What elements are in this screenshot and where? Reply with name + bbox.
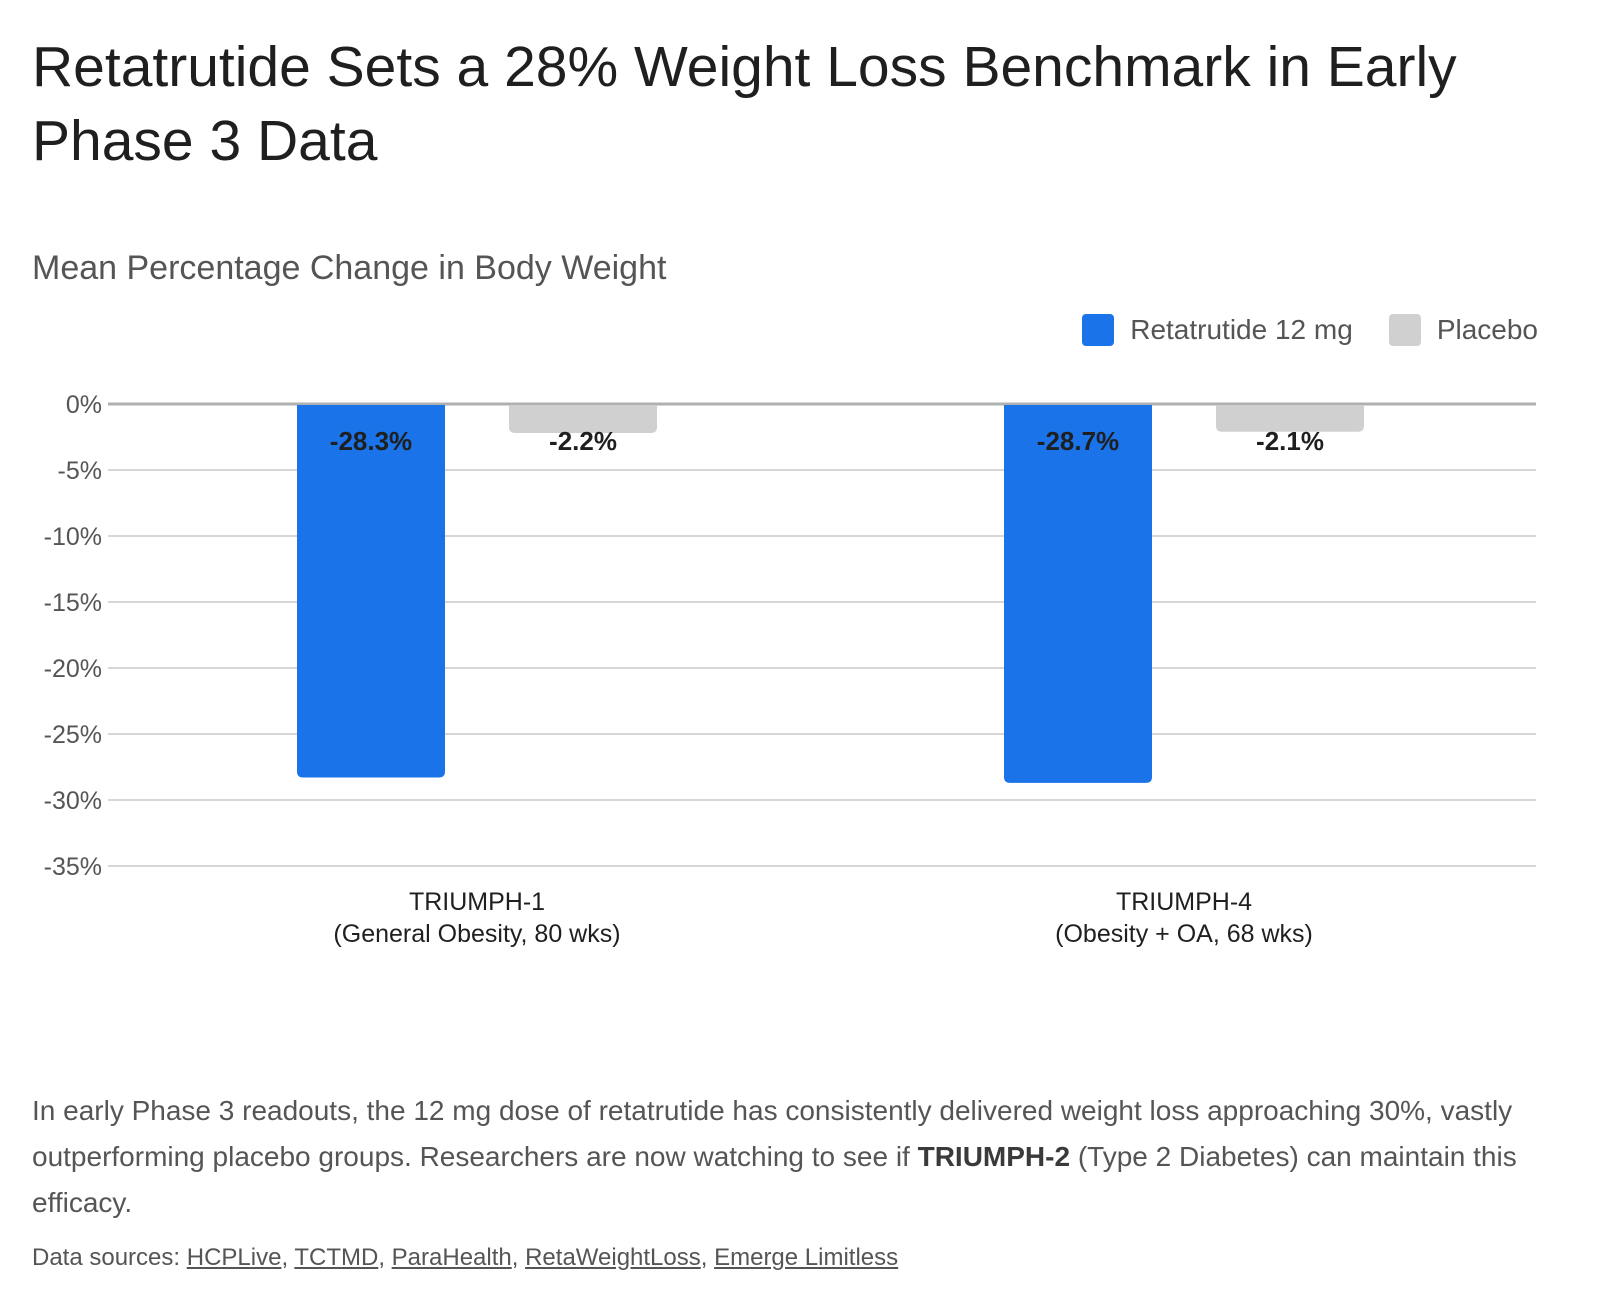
legend-item-retatrutide: Retatrutide 12 mg [1082, 314, 1353, 346]
chart-title: Mean Percentage Change in Body Weight [32, 249, 667, 287]
bar-retatrutide [297, 405, 445, 778]
legend-label-placebo: Placebo [1436, 314, 1538, 345]
x-category-label: TRIUMPH-1 [409, 888, 545, 916]
x-category-label: (General Obesity, 80 wks) [333, 920, 620, 948]
source-link-parahealth[interactable]: ParaHealth [391, 1244, 512, 1271]
y-tick-label: -15% [44, 589, 102, 617]
bar-placebo [1216, 405, 1364, 432]
legend-label-retatrutide: Retatrutide 12 mg [1130, 314, 1353, 345]
bar-value-label: -28.7% [1037, 426, 1119, 456]
x-category-label: TRIUMPH-4 [1116, 888, 1252, 916]
note-text-before: In early Phase 3 readouts, the 12 mg dos… [32, 1095, 1513, 1172]
source-link-hcplive[interactable]: HCPLive [186, 1244, 282, 1271]
data-sources: Data sources: HCPLive, TCTMD, ParaHealth… [32, 1244, 899, 1271]
note-highlight: TRIUMPH-2 [917, 1141, 1071, 1172]
y-tick-label: -20% [44, 655, 102, 683]
bar-value-label: -2.2% [549, 426, 617, 456]
legend-swatch-placebo [1388, 314, 1421, 346]
y-tick-label: -25% [44, 721, 102, 749]
bar-retatrutide [1004, 405, 1152, 783]
page-title: Retatrutide Sets a 28% Weight Loss Bench… [32, 35, 1457, 173]
source-link-retaweightloss[interactable]: RetaWeightLoss [525, 1244, 701, 1271]
sources-prefix: Data sources: [32, 1244, 187, 1271]
source-link-tctmd[interactable]: TCTMD [294, 1244, 379, 1271]
bar-chart: 0% -5% -10% -15% -20% -25% -30% -35% -28.3% -28.7… [44, 391, 1536, 948]
y-tick-label: -10% [44, 523, 102, 551]
bar-value-label: -28.3% [330, 426, 412, 456]
chart-legend: Retatrutide 12 mg Placebo [1046, 314, 1538, 346]
y-tick-label: -30% [44, 787, 102, 815]
bar-placebo [509, 405, 657, 434]
legend-item-placebo: Placebo [1388, 314, 1538, 346]
x-category-label: (Obesity + OA, 68 wks) [1055, 920, 1313, 948]
legend-swatch-retatrutide [1082, 314, 1115, 346]
y-tick-label: 0% [66, 391, 102, 419]
note-text-after: (Type 2 Diabetes) can maintain this effi… [32, 1141, 1517, 1218]
source-link-emerge-limitless[interactable]: Emerge Limitless [714, 1244, 899, 1271]
y-tick-label: -35% [44, 853, 102, 881]
y-tick-label: -5% [58, 457, 102, 485]
bar-value-label: -2.1% [1256, 426, 1324, 456]
chart-note: In early Phase 3 readouts, the 12 mg dos… [32, 1088, 1572, 1226]
